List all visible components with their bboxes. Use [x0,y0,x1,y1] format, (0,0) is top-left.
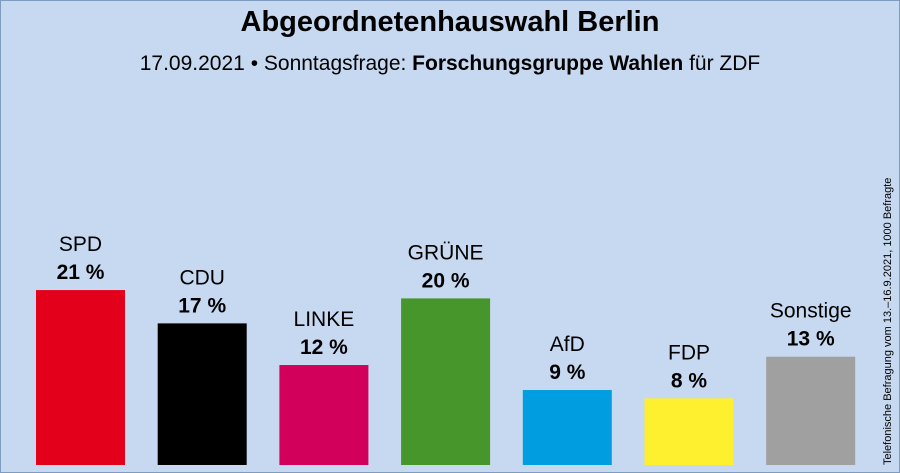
category-label-fdp: FDP [668,341,710,364]
value-label-afd: 9 % [549,361,586,384]
bar-sonstige [766,356,856,465]
subtitle-separator: • [250,52,259,75]
value-label-spd: 21 % [57,261,105,284]
category-label-gr-ne: GRÜNE [408,241,484,264]
value-label-cdu: 17 % [178,294,226,317]
category-label-sonstige: Sonstige [770,300,852,323]
value-label-fdp: 8 % [671,369,708,392]
value-label-sonstige: 13 % [787,328,835,351]
bar-afd [522,390,612,465]
subtitle-institute: Forschungsgruppe Wahlen [412,52,684,75]
chart-title: Abgeordnetenhauswahl Berlin [240,6,660,38]
bar-fdp [644,398,734,465]
subtitle-label: Sonntagsfrage: [263,52,407,75]
category-label-cdu: CDU [179,266,225,289]
bar-cdu [157,323,247,465]
subtitle-date: 17.09.2021 [139,52,245,75]
bar-gr-ne [401,298,491,465]
bar-spd [36,290,125,465]
value-label-gr-ne: 20 % [422,269,470,292]
bar-linke [279,365,369,465]
category-label-linke: LINKE [294,308,355,331]
category-label-spd: SPD [59,233,102,256]
chart-subtitle: 17.09.2021 • Sonntagsfrage: Forschungsgr… [0,52,900,76]
subtitle-client: für ZDF [689,52,761,75]
value-label-linke: 12 % [300,336,348,359]
category-label-afd: AfD [550,333,585,356]
